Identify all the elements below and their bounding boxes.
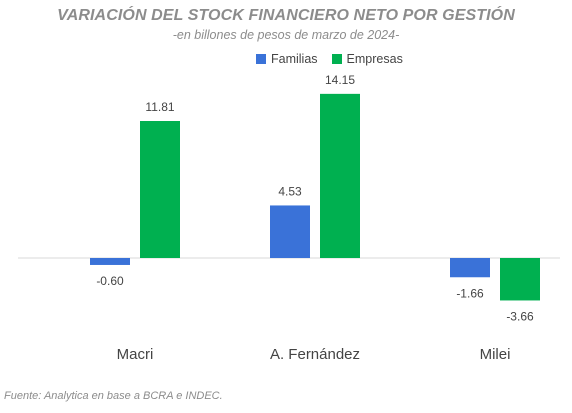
category-label-3: Milei [480, 346, 511, 363]
legend-label-empresas: Empresas [346, 52, 403, 66]
chart-subtitle: -en billones de pesos de marzo de 2024- [172, 28, 400, 42]
category-label-1: Macri [117, 346, 154, 363]
data-label-familias-1: -0.60 [96, 274, 124, 288]
data-label-empresas-2: 14.15 [325, 73, 355, 87]
bar-empresas-1 [140, 121, 180, 258]
legend-item-empresas: Empresas [331, 52, 403, 66]
data-label-familias-2: 4.53 [278, 184, 302, 198]
legend: Familias Empresas [256, 52, 403, 66]
bar-familias-1 [90, 258, 130, 265]
data-label-empresas-1: 11.81 [145, 100, 174, 114]
bar-empresas-3 [500, 258, 540, 301]
legend-label-familias: Familias [271, 52, 318, 66]
legend-swatch-familias [256, 54, 266, 64]
bar-familias-3 [450, 258, 490, 278]
bar-familias-2 [270, 205, 310, 258]
data-label-empresas-3: -3.66 [506, 309, 534, 323]
category-label-2: A. Fernández [270, 346, 360, 363]
data-label-familias-3: -1.66 [456, 286, 484, 300]
bar-empresas-2 [320, 93, 360, 258]
source-note: Fuente: Analytica en base a BCRA e INDEC… [4, 390, 223, 402]
chart-title: VARIACIÓN DEL STOCK FINANCIERO NETO POR … [57, 7, 515, 24]
legend-swatch-empresas [331, 54, 342, 64]
legend-item-familias: Familias [256, 52, 318, 66]
